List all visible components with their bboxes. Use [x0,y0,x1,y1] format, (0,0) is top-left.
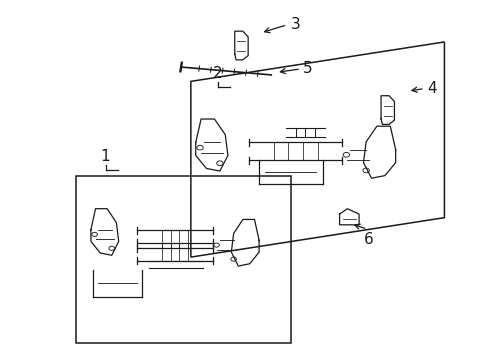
Text: 4: 4 [427,81,436,96]
Text: 2: 2 [212,66,222,81]
Text: 3: 3 [290,17,300,32]
Text: 6: 6 [363,232,373,247]
Bar [76,176,290,343]
Text: 1: 1 [101,149,110,164]
Text: 5: 5 [303,61,312,76]
